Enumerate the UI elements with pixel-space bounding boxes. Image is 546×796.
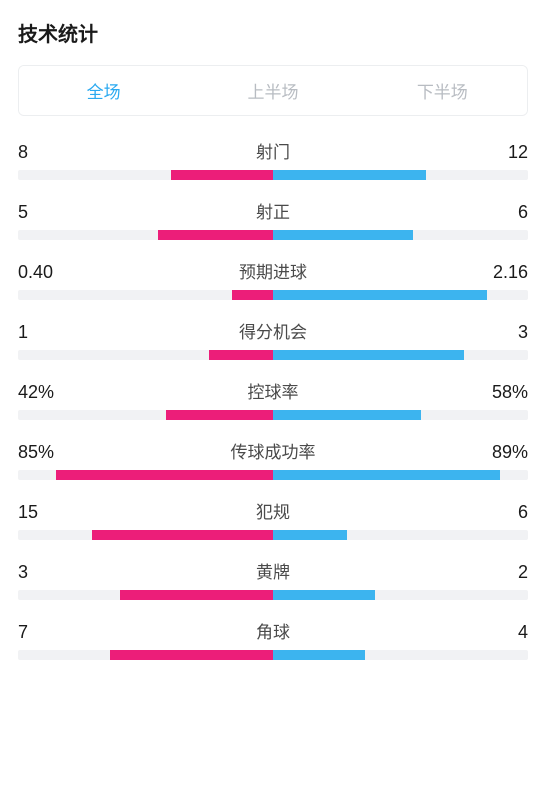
stat-bar	[18, 410, 528, 420]
stat-header: 15犯规6	[18, 498, 528, 523]
stat-row: 15犯规6	[18, 498, 528, 540]
stat-left-value: 85%	[18, 442, 78, 463]
stat-row: 5射正6	[18, 198, 528, 240]
stat-label: 控球率	[78, 378, 468, 403]
stat-right-value: 6	[468, 502, 528, 523]
stat-bar-left	[209, 350, 273, 360]
stat-row: 85%传球成功率89%	[18, 438, 528, 480]
stat-bar-right	[273, 410, 421, 420]
stat-label: 得分机会	[78, 318, 468, 343]
stat-bar-right	[273, 530, 347, 540]
stat-row: 7角球4	[18, 618, 528, 660]
stat-header: 42%控球率58%	[18, 378, 528, 403]
stat-bar-right	[273, 350, 464, 360]
stat-bar	[18, 470, 528, 480]
stat-bar	[18, 650, 528, 660]
stat-bar	[18, 230, 528, 240]
stat-header: 85%传球成功率89%	[18, 438, 528, 463]
stat-left-value: 15	[18, 502, 78, 523]
stat-row: 3黄牌2	[18, 558, 528, 600]
stat-header: 3黄牌2	[18, 558, 528, 583]
stat-bar-left	[171, 170, 273, 180]
stat-right-value: 58%	[468, 382, 528, 403]
stat-left-value: 42%	[18, 382, 78, 403]
stat-right-value: 3	[468, 322, 528, 343]
stat-header: 0.40预期进球2.16	[18, 258, 528, 283]
stat-bar-left	[120, 590, 273, 600]
stat-row: 42%控球率58%	[18, 378, 528, 420]
stat-right-value: 2.16	[468, 262, 528, 283]
stat-left-value: 5	[18, 202, 78, 223]
stat-label: 黄牌	[78, 558, 468, 583]
stat-left-value: 0.40	[18, 262, 78, 283]
stat-right-value: 4	[468, 622, 528, 643]
stat-header: 1得分机会3	[18, 318, 528, 343]
stat-header: 7角球4	[18, 618, 528, 643]
stat-bar-left	[92, 530, 273, 540]
stat-left-value: 7	[18, 622, 78, 643]
period-tabs: 全场上半场下半场	[18, 65, 528, 116]
stat-bar-left	[56, 470, 273, 480]
stat-bar-right	[273, 230, 413, 240]
stat-bar-left	[158, 230, 273, 240]
stat-label: 预期进球	[78, 258, 468, 283]
stat-label: 射门	[78, 138, 468, 163]
stat-bar-left	[232, 290, 273, 300]
stat-right-value: 89%	[468, 442, 528, 463]
stat-right-value: 12	[468, 142, 528, 163]
stat-label: 角球	[78, 618, 468, 643]
stats-list: 8射门125射正60.40预期进球2.161得分机会342%控球率58%85%传…	[18, 138, 528, 660]
stat-row: 1得分机会3	[18, 318, 528, 360]
stat-header: 5射正6	[18, 198, 528, 223]
stat-label: 射正	[78, 198, 468, 223]
tab-2[interactable]: 下半场	[358, 66, 527, 115]
stat-bar-left	[110, 650, 273, 660]
stat-bar	[18, 350, 528, 360]
stat-bar-left	[166, 410, 273, 420]
tab-1[interactable]: 上半场	[188, 66, 357, 115]
tab-0[interactable]: 全场	[19, 66, 188, 115]
stat-header: 8射门12	[18, 138, 528, 163]
stat-bar-right	[273, 590, 375, 600]
stat-row: 8射门12	[18, 138, 528, 180]
stat-left-value: 1	[18, 322, 78, 343]
stat-bar	[18, 590, 528, 600]
stat-bar-right	[273, 290, 487, 300]
stat-bar-right	[273, 650, 365, 660]
stat-bar	[18, 530, 528, 540]
stat-bar-right	[273, 170, 426, 180]
stat-bar	[18, 170, 528, 180]
stat-bar-right	[273, 470, 500, 480]
stat-right-value: 2	[468, 562, 528, 583]
stat-bar	[18, 290, 528, 300]
stat-left-value: 3	[18, 562, 78, 583]
section-title: 技术统计	[18, 18, 528, 47]
stat-left-value: 8	[18, 142, 78, 163]
stat-label: 传球成功率	[78, 438, 468, 463]
stat-row: 0.40预期进球2.16	[18, 258, 528, 300]
stat-right-value: 6	[468, 202, 528, 223]
stat-label: 犯规	[78, 498, 468, 523]
